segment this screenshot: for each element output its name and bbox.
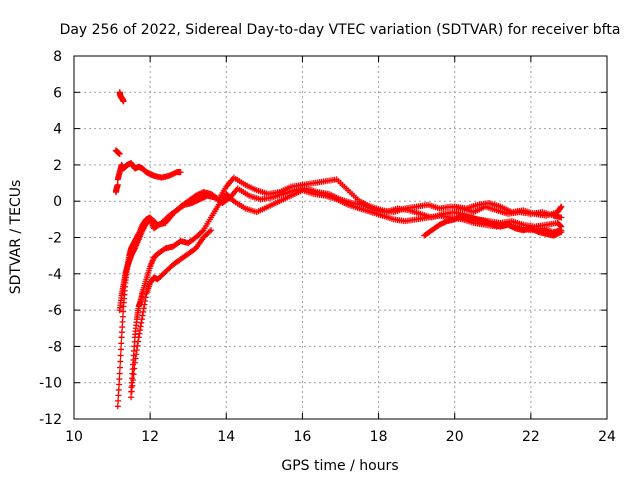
x-tick-label: 18: [370, 429, 388, 445]
series-track-a: [114, 160, 184, 183]
data-point: [116, 370, 123, 377]
chart-title: Day 256 of 2022, Sidereal Day-to-day VTE…: [60, 22, 621, 38]
x-tick-label: 16: [294, 429, 312, 445]
series-early-low: [112, 181, 121, 196]
x-tick-label: 10: [65, 429, 83, 445]
y-tick-label: 2: [53, 158, 62, 174]
data-point: [120, 308, 127, 315]
x-tick-label: 12: [141, 429, 159, 445]
y-tick-label: 6: [53, 85, 62, 101]
y-tick-label: -12: [39, 412, 62, 428]
series-track-f: [421, 212, 565, 239]
data-point: [558, 229, 565, 236]
x-tick-label: 22: [522, 429, 540, 445]
data-point: [120, 98, 127, 105]
data-point: [558, 223, 565, 230]
data-point: [116, 381, 123, 388]
data-point: [129, 382, 136, 389]
data-point: [115, 386, 122, 393]
y-tick-label: 8: [53, 49, 62, 65]
y-tick-label: -10: [39, 376, 62, 392]
y-tick-label: -8: [48, 339, 62, 355]
data-point: [115, 392, 122, 399]
data-point: [118, 334, 125, 341]
x-tick-label: 24: [598, 429, 616, 445]
y-tick-label: 0: [53, 194, 62, 210]
y-tick-label: -6: [48, 303, 62, 319]
data-point: [118, 329, 125, 336]
y-tick-label: -4: [48, 267, 62, 283]
data-point: [116, 151, 123, 158]
data-points: [112, 89, 565, 410]
ticks: [73, 55, 608, 420]
x-tick-label: 14: [217, 429, 235, 445]
data-point: [119, 324, 126, 331]
data-point: [128, 388, 135, 395]
data-point: [128, 394, 135, 401]
data-point: [118, 340, 125, 347]
data-point: [117, 352, 124, 359]
series-track-b: [114, 174, 565, 410]
data-point: [130, 371, 137, 378]
grid: [74, 56, 607, 419]
y-tick-label: 4: [53, 122, 62, 138]
series-early-spike: [116, 89, 127, 105]
data-point: [115, 397, 122, 404]
series-track-g: [451, 200, 565, 219]
data-point: [117, 364, 124, 371]
x-axis-label: GPS time / hours: [281, 458, 398, 474]
y-axis-label: SDTVAR / TECUs: [8, 180, 24, 295]
data-point: [131, 365, 138, 372]
data-point: [114, 181, 121, 188]
data-point: [208, 227, 215, 234]
data-point: [117, 346, 124, 353]
data-point: [119, 318, 126, 325]
series-track-d: [128, 227, 215, 401]
data-point: [558, 214, 565, 221]
data-point: [117, 358, 124, 365]
data-point: [206, 228, 213, 235]
x-tick-label: 20: [446, 429, 464, 445]
data-point: [177, 169, 184, 176]
data-point: [114, 403, 121, 410]
data-point: [130, 376, 137, 383]
series-early-cluster: [112, 147, 123, 158]
data-point: [199, 228, 206, 235]
data-point: [119, 313, 126, 320]
data-point: [558, 203, 565, 210]
series-track-c: [128, 187, 565, 395]
data-point: [116, 376, 123, 383]
y-tick-label: -2: [48, 231, 62, 247]
